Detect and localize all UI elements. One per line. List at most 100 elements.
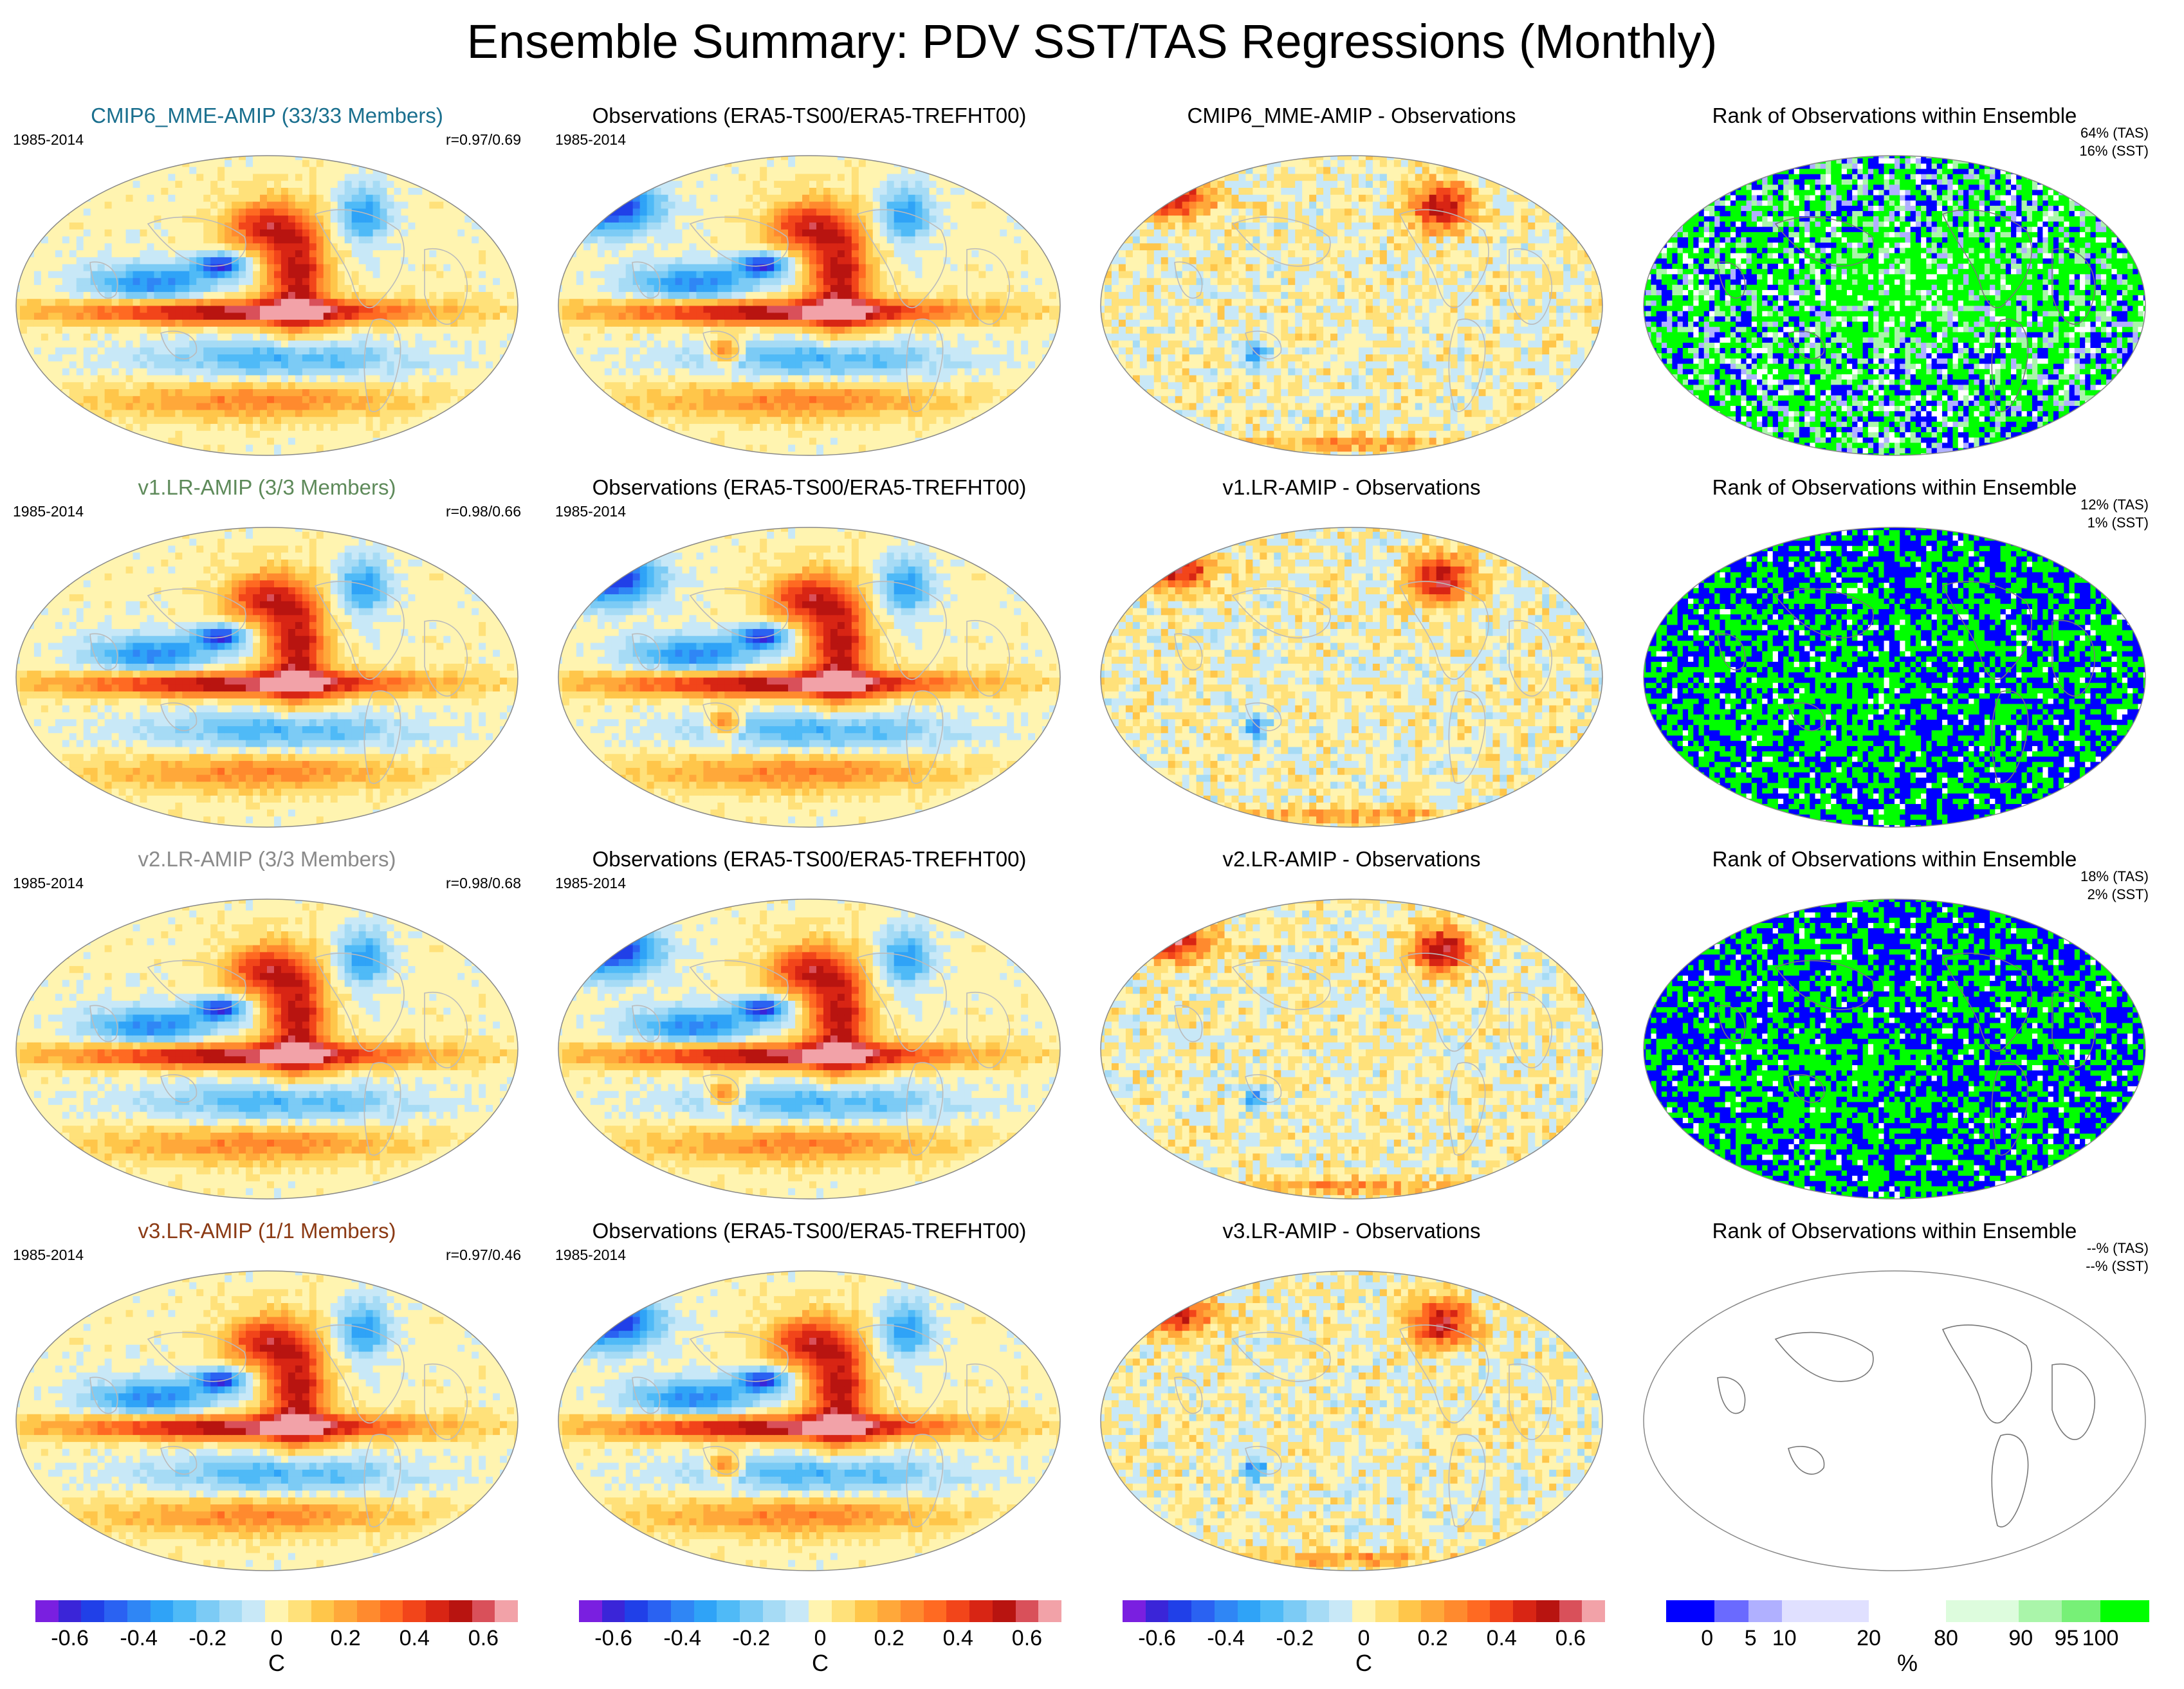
rank-map: [1643, 527, 2146, 828]
map-border: [1643, 527, 2146, 828]
colorbar-swatch: [1869, 1600, 1947, 1622]
colorbar-swatch: [1260, 1600, 1284, 1622]
colorbar-swatch: [1398, 1600, 1422, 1622]
colorbar-tick-label: -0.2: [733, 1626, 771, 1651]
difference-panel: CMIP6_MME-AMIP - Observations: [1085, 103, 1619, 463]
coastline: [1399, 581, 1489, 680]
colorbar-swatch: [625, 1600, 648, 1622]
rank-colorbar: [1666, 1600, 2149, 1622]
coastline: [89, 1376, 118, 1414]
coastline: [906, 1434, 944, 1528]
coastline: [363, 1062, 401, 1156]
coastline: [363, 1434, 401, 1528]
regression-map: [1100, 1270, 1603, 1571]
map-border: [1643, 899, 2146, 1200]
observation-panel: Observations (ERA5-TS00/ERA5-TREFHT00) 19…: [542, 475, 1076, 835]
map-field: [16, 899, 518, 1199]
colorbar-swatch: [579, 1600, 603, 1622]
colorbar-swatch: [81, 1600, 105, 1622]
period-label: 1985-2014: [555, 1246, 626, 1264]
colorbar-swatch: [901, 1600, 924, 1622]
colorbar-swatch: [173, 1600, 197, 1622]
coastline: [1245, 331, 1282, 360]
regression-map: [558, 155, 1061, 456]
coastline: [966, 248, 1011, 325]
coastline: [906, 1062, 944, 1156]
colorbar-swatch: [969, 1600, 993, 1622]
coastline: [1774, 960, 1874, 1010]
coastline: [906, 318, 944, 412]
map-field: [558, 527, 1060, 827]
colorbar-swatch: [923, 1600, 947, 1622]
colorbar-tick-label: 0: [1358, 1626, 1370, 1651]
map-field: [16, 1271, 518, 1571]
colorbar-swatch: [495, 1600, 518, 1622]
colorbar-tick-label: 0.6: [1555, 1626, 1586, 1651]
map-border: [1100, 899, 1603, 1200]
coastline: [1991, 690, 2029, 784]
coastline: [702, 1074, 740, 1103]
coastline: [1231, 216, 1331, 267]
colorbar-unit: %: [1897, 1650, 1918, 1677]
regression-map: [558, 1270, 1061, 1571]
map-border: [1100, 1270, 1603, 1571]
coastline: [1788, 1074, 1825, 1103]
coastline: [1231, 960, 1331, 1010]
regression-map: [558, 527, 1061, 828]
coastline: [1991, 318, 2029, 412]
colorbar-tick-label: 100: [2082, 1626, 2119, 1651]
coastline: [1448, 1062, 1486, 1156]
difference-title: v1.LR-AMIP - Observations: [1085, 475, 1619, 500]
observation-title: Observations (ERA5-TS00/ERA5-TREFHT00): [542, 846, 1076, 872]
ensemble-title: v3.LR-AMIP (1/1 Members): [0, 1218, 534, 1244]
coastline: [1399, 209, 1489, 309]
coastline: [147, 960, 246, 1010]
map-border: [15, 899, 518, 1200]
coastline: [632, 1005, 661, 1043]
observation-panel: Observations (ERA5-TS00/ERA5-TREFHT00) 19…: [542, 103, 1076, 463]
colorbar-tick-label: 0: [1701, 1626, 1713, 1651]
colorbar-swatch: [448, 1600, 473, 1622]
map-field: [1101, 527, 1602, 827]
colorbar-tick-label: 90: [2008, 1626, 2033, 1651]
coastline: [1788, 1446, 1825, 1475]
rank-sst-label: 16% (SST): [2079, 143, 2149, 160]
coastline: [632, 633, 661, 671]
coastline: [966, 991, 1011, 1068]
coastline: [363, 318, 401, 412]
coastline: [2051, 248, 2096, 325]
rank-tas-label: --% (TAS): [2087, 1240, 2149, 1257]
coastline: [314, 953, 405, 1052]
coastline: [1788, 331, 1825, 360]
map-border: [558, 527, 1061, 828]
ensemble-panel: v3.LR-AMIP (1/1 Members) 1985-2014 r=0.97/…: [0, 1218, 534, 1578]
coastline: [1774, 588, 1874, 639]
observation-title: Observations (ERA5-TS00/ERA5-TREFHT00): [542, 475, 1076, 500]
rank-title: Rank of Observations within Ensemble: [1628, 475, 2161, 500]
colorbar-swatch: [1946, 1600, 2019, 1622]
temperature-colorbar: [1123, 1600, 1606, 1622]
colorbar-swatch: [1421, 1600, 1445, 1622]
coastline: [966, 1363, 1011, 1440]
observation-panel: Observations (ERA5-TS00/ERA5-TREFHT00) 19…: [542, 1218, 1076, 1578]
coastline: [966, 619, 1011, 697]
colorbar-swatch: [311, 1600, 335, 1622]
colorbar-swatch: [357, 1600, 381, 1622]
correlation-label: r=0.98/0.68: [446, 875, 521, 892]
ensemble-title: v1.LR-AMIP (3/3 Members): [0, 475, 534, 500]
coastline: [1509, 619, 1553, 697]
difference-title: v2.LR-AMIP - Observations: [1085, 846, 1619, 872]
coastline: [147, 216, 246, 267]
coastline: [1509, 248, 1553, 325]
coastline: [689, 216, 789, 267]
coastline: [363, 690, 401, 784]
regression-map: [1100, 155, 1603, 456]
map-border: [15, 155, 518, 456]
observation-panel: Observations (ERA5-TS00/ERA5-TREFHT00) 19…: [542, 846, 1076, 1207]
map-border: [558, 1270, 1061, 1571]
period-label: 1985-2014: [555, 503, 626, 520]
colorbar-unit: C: [812, 1650, 829, 1677]
coastline: [1399, 953, 1489, 1052]
coastline: [147, 1331, 246, 1382]
coastline: [1941, 953, 2032, 1052]
